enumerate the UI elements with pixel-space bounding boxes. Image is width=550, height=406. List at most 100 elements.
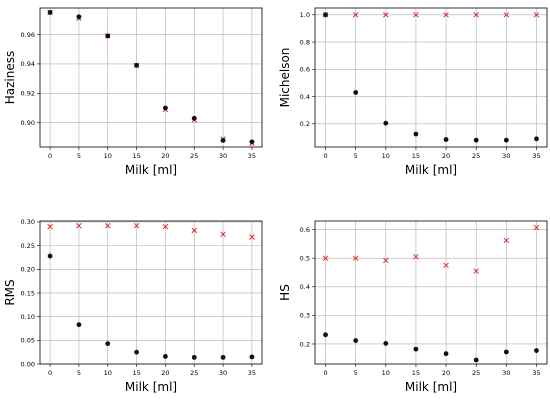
data-point-dot bbox=[534, 348, 539, 353]
data-point-dot bbox=[473, 137, 479, 143]
x-tick-label: 0 bbox=[323, 152, 327, 160]
data-point-dot bbox=[413, 131, 419, 137]
data-point-x bbox=[352, 12, 359, 18]
data-point-x bbox=[383, 12, 389, 18]
x-tick-label: 30 bbox=[502, 369, 510, 377]
x-tick-label: 10 bbox=[104, 152, 112, 160]
data-point-x bbox=[533, 224, 540, 231]
data-point-x bbox=[322, 255, 329, 261]
y-tick-label: 0.15 bbox=[21, 289, 35, 297]
data-point-dot bbox=[134, 62, 139, 68]
x-tick-label: 10 bbox=[104, 369, 112, 377]
data-point-dot bbox=[473, 357, 479, 363]
x-tick-label: 20 bbox=[442, 369, 450, 377]
y-tick-label: 1.0 bbox=[300, 11, 310, 19]
data-point-dot bbox=[353, 90, 359, 95]
data-point-dot bbox=[220, 354, 226, 360]
data-point-x bbox=[533, 12, 540, 18]
x-tick-label: 5 bbox=[77, 152, 81, 160]
data-point-x bbox=[413, 254, 419, 260]
x-tick-label: 25 bbox=[190, 369, 198, 377]
data-point-dot bbox=[134, 349, 139, 355]
y-tick-label: 0.00 bbox=[21, 360, 35, 368]
data-point-x bbox=[503, 237, 510, 244]
data-point-dot bbox=[323, 12, 328, 18]
data-point-dot bbox=[534, 136, 539, 142]
y-tick-label: 0.8 bbox=[300, 38, 310, 46]
x-tick-label: 20 bbox=[442, 152, 450, 160]
x-tick-label: 0 bbox=[48, 369, 52, 377]
x-tick-label: 5 bbox=[77, 369, 81, 377]
data-point-dot bbox=[105, 33, 111, 39]
data-point-dot bbox=[76, 322, 82, 328]
y-axis-label: RMS bbox=[3, 279, 17, 305]
y-tick-label: 0.4 bbox=[300, 93, 310, 101]
data-point-x bbox=[443, 12, 449, 18]
data-point-dot bbox=[191, 354, 197, 360]
data-point-dot bbox=[503, 349, 509, 355]
chart-panel-2: 0 5 10 15 20 25 30 35 0.00 0.05 0.10 0.15 0.20 0.25 0.… bbox=[3, 218, 263, 394]
x-tick-label: 30 bbox=[219, 152, 227, 160]
x-tick-label: 10 bbox=[382, 152, 390, 160]
x-tick-label: 15 bbox=[412, 369, 420, 377]
data-point-dot bbox=[47, 10, 53, 15]
data-point-x bbox=[473, 268, 479, 274]
axes-frame bbox=[314, 220, 548, 365]
x-axis-label: Milk [ml] bbox=[405, 380, 457, 394]
data-point-x bbox=[76, 223, 82, 229]
y-tick-label: 0.4 bbox=[300, 283, 310, 291]
x-tick-label: 35 bbox=[248, 152, 256, 160]
y-tick-label: 0.92 bbox=[21, 90, 35, 98]
axes-frame bbox=[39, 7, 263, 148]
data-point-dot bbox=[443, 351, 449, 357]
y-tick-label: 0.2 bbox=[300, 340, 310, 348]
chart-panel-1: 0 5 10 15 20 25 30 35 0.2 0.4 0.6 0.8 1.0 Milk [ml] Mi… bbox=[278, 7, 548, 177]
y-tick-label: 0.3 bbox=[300, 312, 310, 320]
y-tick-label: 0.25 bbox=[21, 242, 35, 250]
data-point-x bbox=[249, 234, 255, 240]
data-point-dot bbox=[76, 14, 82, 20]
x-tick-label: 25 bbox=[190, 152, 198, 160]
data-point-x bbox=[383, 257, 389, 264]
data-point-dot bbox=[47, 253, 53, 259]
x-tick-label: 15 bbox=[412, 152, 420, 160]
y-tick-label: 0.96 bbox=[21, 31, 35, 39]
x-tick-label: 25 bbox=[472, 152, 480, 160]
y-axis-label: HS bbox=[278, 284, 292, 301]
data-point-x bbox=[352, 255, 359, 261]
y-tick-label: 0.2 bbox=[300, 120, 310, 128]
x-tick-label: 25 bbox=[472, 369, 480, 377]
x-tick-label: 35 bbox=[248, 369, 256, 377]
data-point-dot bbox=[443, 137, 449, 142]
x-tick-label: 20 bbox=[161, 152, 169, 160]
x-tick-label: 35 bbox=[532, 369, 540, 377]
chart-panel-3: 0 5 10 15 20 25 30 35 0.2 0.3 0.4 0.5 0.6 Milk [ml] HS bbox=[278, 220, 548, 394]
x-axis-label: Milk [ml] bbox=[125, 380, 177, 394]
x-tick-label: 30 bbox=[219, 369, 227, 377]
y-axis-label: Michelson bbox=[278, 48, 292, 108]
data-point-x bbox=[162, 223, 169, 230]
data-point-dot bbox=[413, 346, 419, 352]
data-point-x bbox=[191, 227, 197, 234]
data-point-x bbox=[443, 262, 449, 269]
data-point-dot bbox=[503, 137, 509, 143]
x-tick-label: 35 bbox=[532, 152, 540, 160]
x-tick-label: 20 bbox=[161, 369, 169, 377]
data-point-dot bbox=[249, 354, 255, 360]
x-tick-label: 10 bbox=[382, 369, 390, 377]
y-tick-label: 0.05 bbox=[21, 337, 35, 345]
data-point-x bbox=[473, 12, 479, 18]
x-tick-label: 30 bbox=[502, 152, 510, 160]
data-point-x bbox=[503, 12, 510, 18]
x-tick-label: 5 bbox=[354, 369, 358, 377]
data-point-x bbox=[220, 231, 226, 237]
data-point-dot bbox=[323, 332, 328, 338]
y-tick-label: 0.20 bbox=[21, 266, 35, 274]
data-point-dot bbox=[163, 354, 168, 359]
data-point-x bbox=[413, 12, 419, 18]
y-tick-label: 0.30 bbox=[21, 218, 35, 226]
x-tick-label: 15 bbox=[132, 152, 140, 160]
x-tick-label: 0 bbox=[323, 369, 327, 377]
data-point-dot bbox=[249, 139, 255, 145]
